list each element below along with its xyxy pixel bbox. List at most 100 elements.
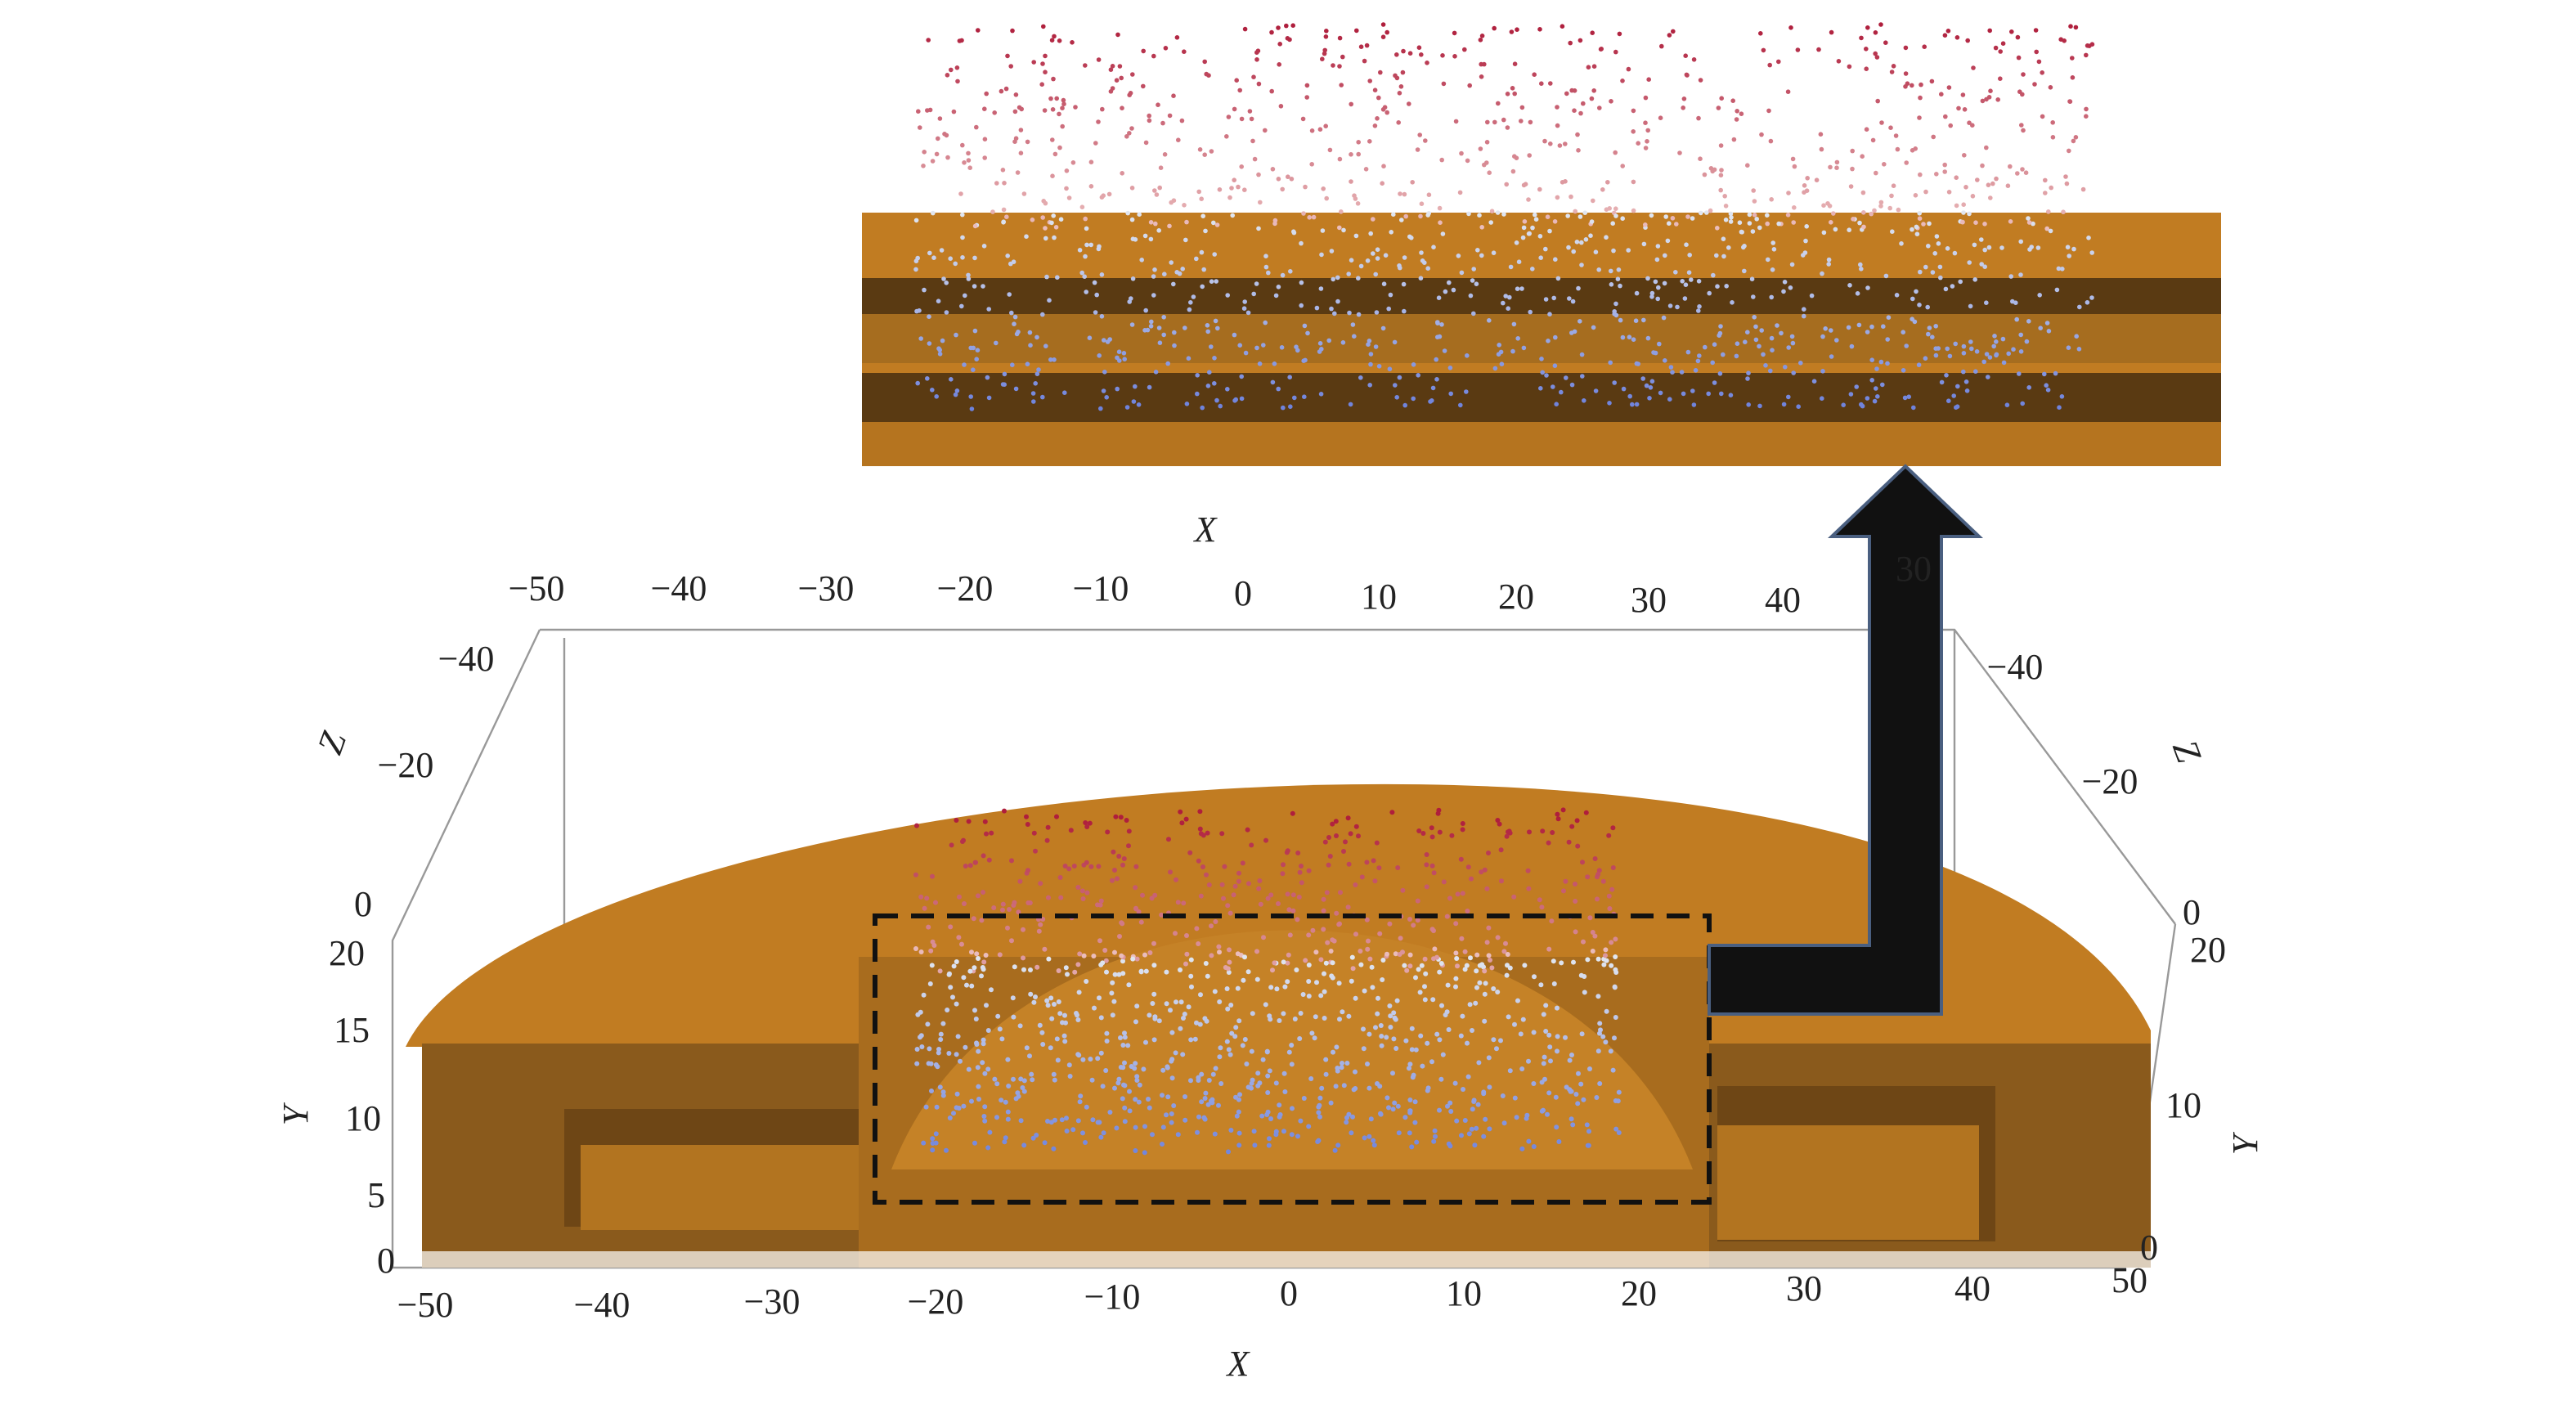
particle xyxy=(1514,240,1519,245)
particle xyxy=(1130,236,1136,242)
particle xyxy=(1272,361,1277,366)
particle xyxy=(1265,1109,1271,1115)
particle xyxy=(1719,96,1724,101)
particle xyxy=(1188,973,1194,979)
particle xyxy=(1256,172,1261,177)
particle xyxy=(1310,927,1316,933)
particle xyxy=(1258,901,1263,907)
particle xyxy=(1857,220,1862,226)
particle xyxy=(1550,830,1555,835)
particle xyxy=(1967,120,1972,125)
particle xyxy=(1393,1046,1399,1051)
particle xyxy=(1429,863,1435,869)
particle xyxy=(1403,1038,1409,1044)
particle xyxy=(1222,864,1227,869)
particle xyxy=(1330,975,1335,981)
particle xyxy=(1719,391,1724,397)
particle xyxy=(1420,831,1426,836)
particle xyxy=(1337,225,1342,231)
particle xyxy=(1462,949,1468,954)
particle xyxy=(1117,934,1122,939)
particle xyxy=(2050,120,2055,125)
particle xyxy=(1560,24,1565,29)
particle xyxy=(1082,274,1087,280)
particle xyxy=(1487,1084,1492,1090)
particle xyxy=(1158,165,1164,170)
particle xyxy=(1380,22,1386,27)
particle xyxy=(1353,1086,1358,1091)
particle xyxy=(1198,893,1204,899)
particle xyxy=(1856,322,1862,328)
particle xyxy=(1212,989,1218,994)
particle xyxy=(1438,220,1443,226)
particle xyxy=(1055,275,1060,281)
particle xyxy=(1445,1103,1450,1109)
particle xyxy=(1077,1099,1083,1105)
particle xyxy=(1285,960,1290,966)
particle xyxy=(1289,1062,1295,1067)
particle xyxy=(1440,1052,1446,1057)
particle xyxy=(1790,156,1796,162)
particle xyxy=(1864,47,1869,52)
particle xyxy=(954,332,958,338)
particle xyxy=(1263,1002,1268,1008)
particle xyxy=(1424,884,1429,890)
particle xyxy=(1276,177,1281,182)
particle xyxy=(1820,334,1825,339)
particle xyxy=(1503,294,1508,299)
particle xyxy=(1968,339,1973,344)
particle xyxy=(1083,1140,1088,1145)
particle xyxy=(1136,909,1142,914)
particle xyxy=(1551,295,1556,301)
particle xyxy=(1136,1099,1142,1105)
particle xyxy=(1510,168,1516,174)
particle xyxy=(1883,40,1888,45)
particle xyxy=(1196,189,1201,195)
particle xyxy=(1169,1111,1174,1116)
particle xyxy=(972,255,977,261)
particle xyxy=(1546,1032,1552,1038)
zoom-arrow xyxy=(1708,464,1983,1016)
particle xyxy=(1151,293,1156,298)
particle xyxy=(1671,29,1676,34)
particle xyxy=(1242,26,1248,32)
particle xyxy=(979,973,984,979)
particle xyxy=(1998,49,2003,54)
particle xyxy=(1307,215,1312,220)
particle xyxy=(1076,990,1082,995)
particle xyxy=(1902,395,1908,401)
particle xyxy=(1033,381,1038,386)
particle xyxy=(1604,235,1609,240)
particle xyxy=(1437,969,1443,975)
tick-label: 0 xyxy=(1234,573,1252,613)
particle xyxy=(1217,999,1223,1004)
particle xyxy=(1460,1013,1465,1019)
particle xyxy=(1530,225,1535,231)
particle xyxy=(1487,318,1492,323)
particle xyxy=(1921,222,1926,227)
particle xyxy=(1212,252,1217,257)
particle xyxy=(981,967,986,972)
particle xyxy=(1674,222,1679,227)
particle xyxy=(1239,374,1244,379)
particle xyxy=(947,1115,953,1120)
particle xyxy=(1607,401,1612,406)
particle xyxy=(1188,1037,1194,1043)
particle xyxy=(1994,176,1999,182)
particle xyxy=(1298,1011,1304,1016)
particle xyxy=(1232,883,1238,889)
particle xyxy=(1437,205,1443,211)
particle xyxy=(1409,1047,1415,1053)
particle xyxy=(1369,964,1375,970)
particle xyxy=(1009,938,1014,944)
particle xyxy=(1719,168,1724,173)
particle xyxy=(1441,81,1447,87)
particle xyxy=(1402,402,1407,408)
particle xyxy=(954,1105,959,1111)
particle xyxy=(1979,262,1984,267)
particle xyxy=(1468,955,1473,961)
particle xyxy=(2000,41,2006,46)
particle xyxy=(1130,276,1136,281)
particle xyxy=(1152,1016,1158,1021)
particle xyxy=(1196,1114,1201,1120)
